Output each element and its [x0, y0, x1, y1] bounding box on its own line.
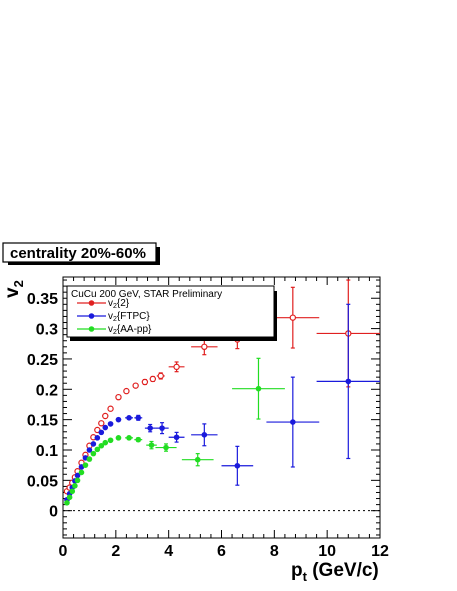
data-point [345, 378, 352, 385]
x-tick-label: 12 [371, 543, 389, 560]
legend-swatch-marker-v2-aa-pp [88, 326, 95, 332]
data-point [78, 469, 85, 476]
data-point [289, 314, 297, 321]
x-tick-label: 6 [217, 543, 226, 560]
data-point [141, 378, 149, 386]
y-tick-label: 0 [49, 504, 58, 521]
data-point [126, 435, 132, 441]
legend-header: CuCu 200 GeV, STAR Preliminary [71, 289, 222, 300]
y-tick-label: 0.35 [27, 291, 58, 308]
legend-swatch-marker-v2-ftpc [88, 313, 95, 319]
data-point [107, 421, 114, 427]
legend-entry-v2-2: v2{2} [77, 298, 130, 310]
data-point [201, 432, 208, 438]
x-axis-title: pt (GeV/c) [291, 560, 379, 584]
x-axis-title-tail: (GeV/c) [307, 560, 379, 581]
centrality-label-box: centrality 20%-60% [2, 242, 160, 265]
data-point [115, 393, 122, 401]
data-point [90, 441, 97, 447]
data-point [135, 436, 142, 443]
data-point [86, 456, 93, 462]
data-point [173, 434, 180, 441]
data-point [98, 420, 105, 427]
data-point [255, 385, 262, 392]
y-tick-label: 0.05 [27, 473, 58, 490]
data-point [123, 387, 130, 395]
data-point [149, 375, 157, 383]
data-point [126, 415, 132, 421]
data-point [115, 435, 122, 441]
y-tick-label: 0.1 [36, 443, 58, 460]
legend-entry-v2-ftpc: v2{FTPC} [77, 311, 150, 323]
x-tick-label: 2 [111, 543, 120, 560]
x-axis-title-sub: t [303, 569, 308, 584]
x-tick-label: 8 [270, 543, 279, 560]
data-point [66, 494, 73, 501]
data-point [132, 382, 139, 389]
data-series [63, 279, 380, 506]
y-tick-label: 0.15 [27, 413, 58, 430]
data-point [94, 446, 101, 453]
data-point [290, 419, 296, 425]
y-axis-title-text: v2 [2, 280, 26, 298]
data-point [147, 425, 153, 431]
y-axis-title: v2 [2, 280, 26, 298]
data-point [157, 372, 164, 380]
legend-label-v2-aa-pp: v2{AA-pp} [108, 324, 152, 336]
legend-label-v2-ftpc: v2{FTPC} [108, 311, 150, 323]
data-point [64, 499, 70, 506]
data-point [82, 462, 89, 468]
series-2 [64, 357, 285, 506]
centrality-box-frame [2, 242, 157, 263]
data-point [74, 477, 81, 484]
centrality-label: centrality 20%-60% [10, 245, 146, 262]
data-point [107, 437, 114, 444]
data-point [115, 416, 122, 423]
y-axis-title-sub: 2 [11, 280, 26, 287]
y-tick-label: 0.2 [36, 382, 58, 399]
data-point [90, 450, 97, 457]
data-point [86, 447, 93, 453]
legend: CuCu 200 GeV, STAR Preliminary v2{2} v2{… [66, 285, 277, 341]
legend-entry-v2-aa-pp: v2{AA-pp} [77, 324, 152, 336]
data-point [135, 415, 142, 421]
data-point [102, 424, 109, 431]
data-point [94, 435, 101, 441]
x-tick-label: 10 [318, 543, 336, 560]
data-point [107, 405, 114, 412]
data-point [201, 343, 208, 351]
data-point [163, 444, 169, 451]
legend-label-v2-2: v2{2} [108, 298, 130, 310]
x-tick-label: 4 [164, 543, 173, 560]
data-point [98, 442, 105, 449]
data-point [69, 488, 76, 495]
axis-tick-labels: 0 2 4 6 8 10 12 0 0.05 0.1 0.15 0.2 0.25 0.3 0.35 [27, 291, 389, 560]
y-tick-label: 0.3 [36, 322, 58, 339]
axis-ticks [62, 277, 381, 538]
y-tick-label: 0.25 [27, 352, 58, 369]
data-point [234, 462, 241, 469]
x-axis-title-main: p [291, 560, 303, 581]
x-tick-label: 0 [59, 543, 68, 560]
data-point [102, 439, 109, 446]
data-point [98, 429, 105, 436]
data-point [194, 456, 201, 463]
data-point [74, 472, 81, 479]
data-point [159, 425, 165, 431]
data-point [72, 483, 78, 489]
data-point [148, 442, 155, 448]
y-axis-title-main: v [2, 287, 23, 298]
legend-swatch-marker-v2-2 [88, 300, 95, 306]
data-point [102, 412, 109, 420]
data-point [173, 363, 180, 371]
